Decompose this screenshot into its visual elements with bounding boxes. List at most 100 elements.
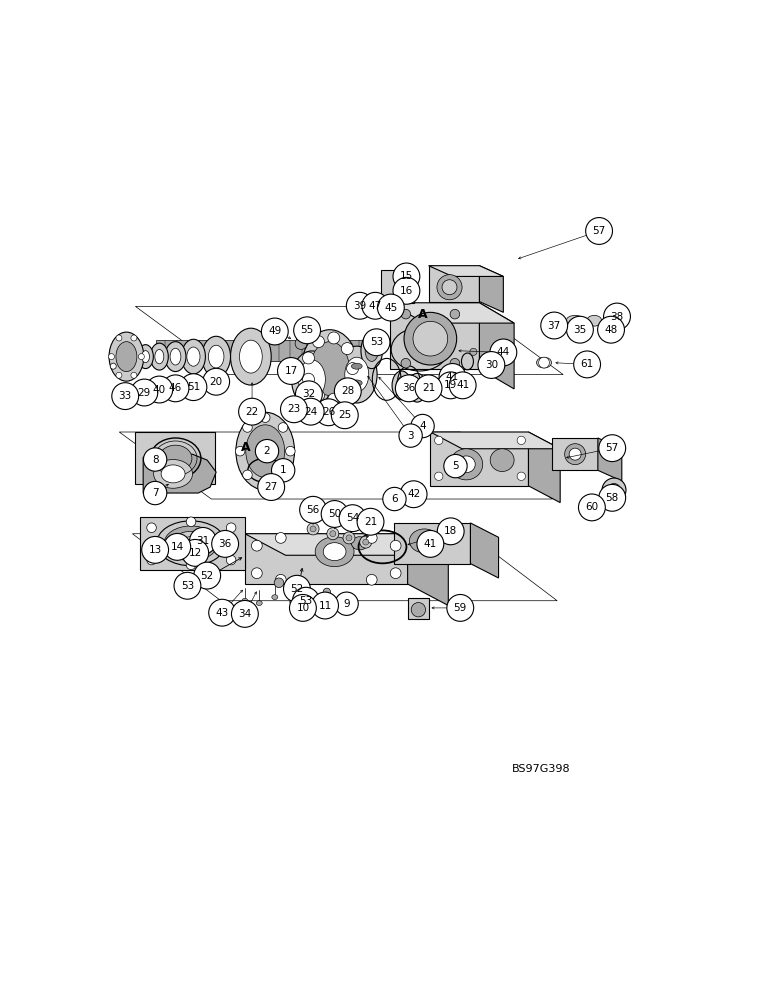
Circle shape <box>315 399 342 426</box>
Circle shape <box>363 329 390 356</box>
Polygon shape <box>470 523 499 578</box>
Text: 35: 35 <box>574 325 587 335</box>
Polygon shape <box>135 432 215 484</box>
Ellipse shape <box>323 543 346 561</box>
Circle shape <box>256 439 279 463</box>
Ellipse shape <box>142 351 150 363</box>
Circle shape <box>478 352 505 378</box>
Text: 61: 61 <box>581 359 594 369</box>
Circle shape <box>260 413 270 422</box>
Text: 13: 13 <box>148 545 162 555</box>
Circle shape <box>242 470 252 480</box>
Ellipse shape <box>164 526 218 561</box>
Text: 5: 5 <box>452 461 459 471</box>
Text: 17: 17 <box>284 366 297 376</box>
Circle shape <box>146 376 173 403</box>
Circle shape <box>138 354 144 360</box>
Circle shape <box>190 527 216 554</box>
Circle shape <box>203 368 229 395</box>
Circle shape <box>604 303 631 330</box>
Text: 10: 10 <box>296 603 310 613</box>
Ellipse shape <box>242 598 248 603</box>
Text: 24: 24 <box>304 407 317 417</box>
Circle shape <box>278 470 288 480</box>
Text: 57: 57 <box>605 443 619 453</box>
Circle shape <box>212 530 239 557</box>
Ellipse shape <box>201 336 231 377</box>
Text: 25: 25 <box>338 410 351 420</box>
Circle shape <box>293 587 320 614</box>
Circle shape <box>293 317 320 344</box>
Text: 29: 29 <box>137 388 151 398</box>
Ellipse shape <box>299 360 325 399</box>
Text: 3: 3 <box>408 431 414 441</box>
Ellipse shape <box>450 449 482 480</box>
Circle shape <box>226 555 236 565</box>
Circle shape <box>328 332 340 344</box>
Circle shape <box>295 337 307 349</box>
Circle shape <box>239 398 266 425</box>
Circle shape <box>599 484 625 511</box>
Ellipse shape <box>457 456 476 473</box>
Ellipse shape <box>537 357 551 368</box>
Text: 42: 42 <box>407 489 420 499</box>
Text: 56: 56 <box>306 505 320 515</box>
Ellipse shape <box>290 600 296 604</box>
Text: 53: 53 <box>370 337 383 347</box>
Text: 52: 52 <box>201 571 214 581</box>
Text: 23: 23 <box>287 404 300 414</box>
Text: 6: 6 <box>391 494 398 504</box>
Circle shape <box>258 474 285 500</box>
Circle shape <box>360 536 372 548</box>
Ellipse shape <box>151 343 168 370</box>
Circle shape <box>307 523 319 535</box>
Ellipse shape <box>404 312 457 365</box>
Circle shape <box>347 363 358 375</box>
Circle shape <box>181 539 208 566</box>
Ellipse shape <box>154 460 192 488</box>
Text: 4: 4 <box>419 421 426 431</box>
Circle shape <box>447 594 474 621</box>
Circle shape <box>383 487 406 511</box>
Circle shape <box>162 375 189 402</box>
Circle shape <box>539 357 550 368</box>
Text: 58: 58 <box>605 493 619 503</box>
Ellipse shape <box>208 345 224 368</box>
Text: 12: 12 <box>188 548 201 558</box>
Text: 54: 54 <box>346 513 359 523</box>
Ellipse shape <box>172 531 209 555</box>
Ellipse shape <box>409 529 439 553</box>
Circle shape <box>341 383 354 395</box>
Circle shape <box>411 414 434 438</box>
Circle shape <box>276 574 286 585</box>
Ellipse shape <box>351 537 368 550</box>
Circle shape <box>242 423 252 432</box>
Text: 46: 46 <box>169 383 182 393</box>
Text: 47: 47 <box>369 301 382 311</box>
Circle shape <box>174 572 201 599</box>
Ellipse shape <box>569 448 581 460</box>
Polygon shape <box>394 523 470 564</box>
Circle shape <box>399 424 422 447</box>
Circle shape <box>180 374 207 401</box>
Circle shape <box>112 383 139 410</box>
Circle shape <box>116 372 122 378</box>
Circle shape <box>235 446 245 456</box>
Ellipse shape <box>259 442 272 460</box>
Circle shape <box>362 292 389 319</box>
Circle shape <box>330 531 336 537</box>
Circle shape <box>144 448 167 471</box>
Ellipse shape <box>161 465 185 483</box>
Ellipse shape <box>351 380 362 386</box>
Circle shape <box>252 568 262 579</box>
Circle shape <box>343 532 355 544</box>
Circle shape <box>286 446 295 456</box>
Ellipse shape <box>155 349 164 364</box>
Circle shape <box>586 218 612 244</box>
Circle shape <box>131 335 137 341</box>
Text: 20: 20 <box>209 377 223 387</box>
Circle shape <box>194 562 221 589</box>
Circle shape <box>470 348 477 355</box>
Circle shape <box>232 600 259 627</box>
Circle shape <box>147 555 156 565</box>
